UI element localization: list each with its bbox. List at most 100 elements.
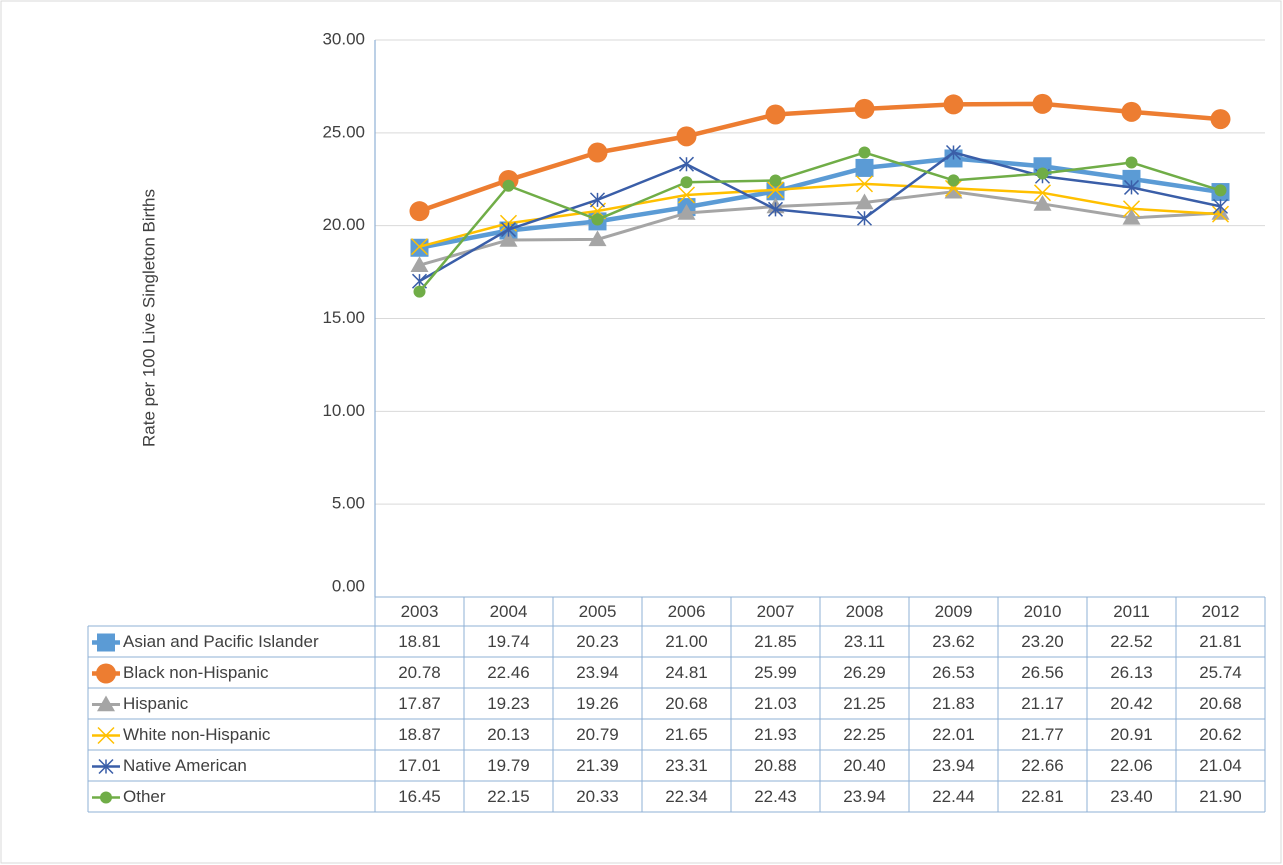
y-tick-label: 10.00: [322, 401, 365, 420]
table-value: 20.13: [487, 725, 530, 744]
series-marker: [1123, 179, 1140, 195]
table-value: 22.25: [843, 725, 886, 744]
table-value: 22.44: [932, 787, 975, 806]
x-tick-label: 2009: [935, 602, 973, 621]
x-tick-label: 2004: [490, 602, 528, 621]
series-marker: [947, 174, 960, 187]
series-line: [419, 182, 1221, 248]
y-tick-label: 30.00: [322, 29, 365, 48]
table-value: 21.03: [754, 694, 797, 713]
series-marker: [769, 174, 782, 187]
table-value: 26.53: [932, 663, 975, 682]
table-value: 20.33: [576, 787, 619, 806]
series-marker: [591, 213, 604, 226]
table-value: 23.94: [843, 787, 886, 806]
table-value: 26.56: [1021, 663, 1064, 682]
legend-marker: [97, 633, 115, 652]
table-value: 26.13: [1110, 663, 1153, 682]
table-value: 20.91: [1110, 725, 1153, 744]
series-marker: [1032, 93, 1053, 114]
series-marker: [1122, 208, 1141, 225]
table-value: 21.17: [1021, 694, 1064, 713]
series-marker: [1210, 109, 1231, 130]
table-value: 22.66: [1021, 756, 1064, 775]
series-marker: [1033, 184, 1052, 202]
legend-marker: [100, 791, 112, 804]
table-value: 23.94: [932, 756, 975, 775]
table-value: 22.81: [1021, 787, 1064, 806]
x-tick-label: 2008: [846, 602, 884, 621]
table-value: 21.90: [1199, 787, 1242, 806]
series-line: [418, 101, 1221, 214]
table-value: 21.04: [1199, 756, 1242, 775]
table-value: 22.15: [487, 787, 530, 806]
table-value: 16.45: [398, 787, 441, 806]
series-marker: [588, 230, 607, 247]
table-value: 20.40: [843, 756, 886, 775]
table-value: 23.20: [1021, 632, 1064, 651]
table-value: 21.83: [932, 694, 975, 713]
series-line: [418, 151, 1221, 283]
series-marker: [1125, 156, 1138, 169]
series-marker: [767, 201, 784, 217]
legend-label: Native American: [123, 756, 247, 775]
series-marker: [677, 186, 696, 204]
series-marker: [410, 238, 429, 257]
series-marker: [589, 192, 606, 208]
series-marker: [680, 176, 693, 189]
series-marker: [855, 175, 874, 193]
series-marker: [945, 144, 962, 161]
table-value: 17.01: [398, 756, 441, 775]
y-tick-label: 0.00: [332, 576, 365, 595]
series-marker: [855, 158, 874, 177]
legend-marker: [96, 663, 116, 684]
table-value: 20.23: [576, 632, 619, 651]
table-value: 21.81: [1199, 632, 1242, 651]
table-value: 20.88: [754, 756, 797, 775]
table-value: 23.31: [665, 756, 708, 775]
y-tick-label: 15.00: [322, 308, 365, 327]
series-line: [418, 151, 1221, 293]
table-value: 20.79: [576, 725, 619, 744]
table-value: 21.77: [1021, 725, 1064, 744]
table-value: 20.42: [1110, 694, 1153, 713]
table-value: 20.62: [1199, 725, 1242, 744]
series-marker: [1036, 167, 1049, 180]
table-value: 21.25: [843, 694, 886, 713]
table-value: 20.68: [665, 694, 708, 713]
series-marker: [1121, 101, 1142, 122]
table-value: 21.85: [754, 632, 797, 651]
table-value: 19.23: [487, 694, 530, 713]
table-value: 22.43: [754, 787, 797, 806]
series-marker: [1033, 194, 1052, 211]
series-marker: [856, 210, 873, 226]
series-marker: [502, 179, 515, 192]
series-marker: [410, 238, 429, 256]
x-tick-label: 2010: [1024, 602, 1062, 621]
series-line: [419, 190, 1221, 267]
table-value: 19.79: [487, 756, 530, 775]
table-value: 21.93: [754, 725, 797, 744]
series-marker: [677, 204, 696, 220]
table-value: 21.65: [665, 725, 708, 744]
series-marker: [944, 182, 963, 199]
table-value: 23.62: [932, 632, 975, 651]
series-marker: [1211, 205, 1230, 223]
table-value: 21.39: [576, 756, 619, 775]
y-tick-label: 20.00: [322, 215, 365, 234]
series-marker: [678, 156, 695, 172]
table-value: 22.34: [665, 787, 708, 806]
x-tick-label: 2005: [579, 602, 617, 621]
legend-label: Hispanic: [123, 694, 189, 713]
table-value: 20.78: [398, 663, 441, 682]
series-marker: [409, 201, 430, 222]
table-value: 24.81: [665, 663, 708, 682]
legend-label: Other: [123, 787, 166, 806]
table-value: 22.46: [487, 663, 530, 682]
series-marker: [587, 142, 608, 163]
legend-label: White non-Hispanic: [123, 725, 271, 744]
x-tick-label: 2006: [668, 602, 706, 621]
series-marker: [858, 146, 871, 159]
series-line: [419, 156, 1221, 250]
